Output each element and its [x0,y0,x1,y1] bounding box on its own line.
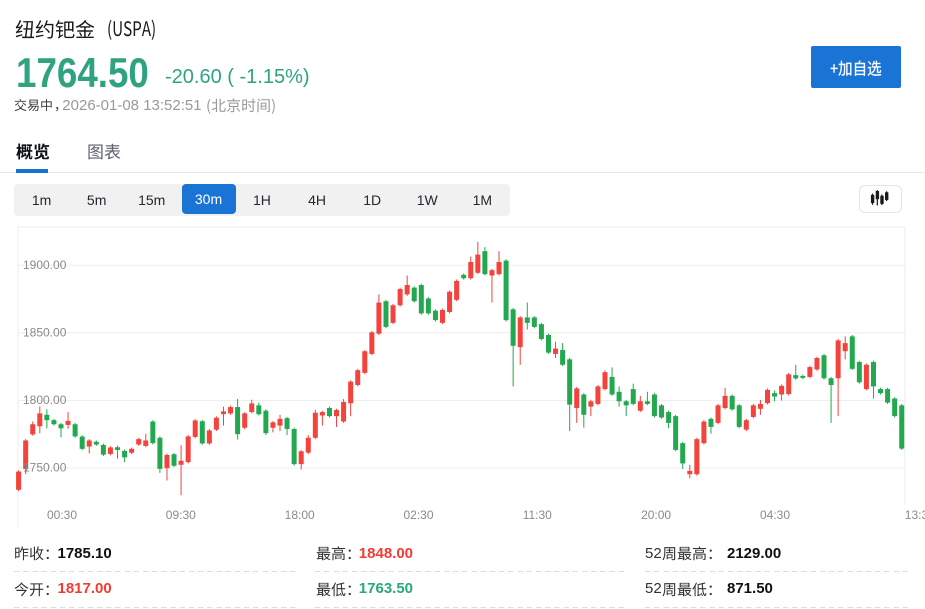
svg-text:1900.00: 1900.00 [23,258,67,272]
svg-text:1750.00: 1750.00 [23,461,67,475]
svg-text:04:30: 04:30 [760,508,790,522]
svg-text:02:30: 02:30 [403,508,433,522]
svg-text:1800.00: 1800.00 [23,393,67,407]
svg-text:20:00: 20:00 [641,508,671,522]
svg-text:00:30: 00:30 [47,508,77,522]
svg-text:13:30: 13:30 [905,508,925,522]
svg-text:11:30: 11:30 [523,508,552,522]
svg-text:18:00: 18:00 [285,508,315,522]
svg-text:09:30: 09:30 [166,508,196,522]
svg-text:1850.00: 1850.00 [23,326,67,340]
